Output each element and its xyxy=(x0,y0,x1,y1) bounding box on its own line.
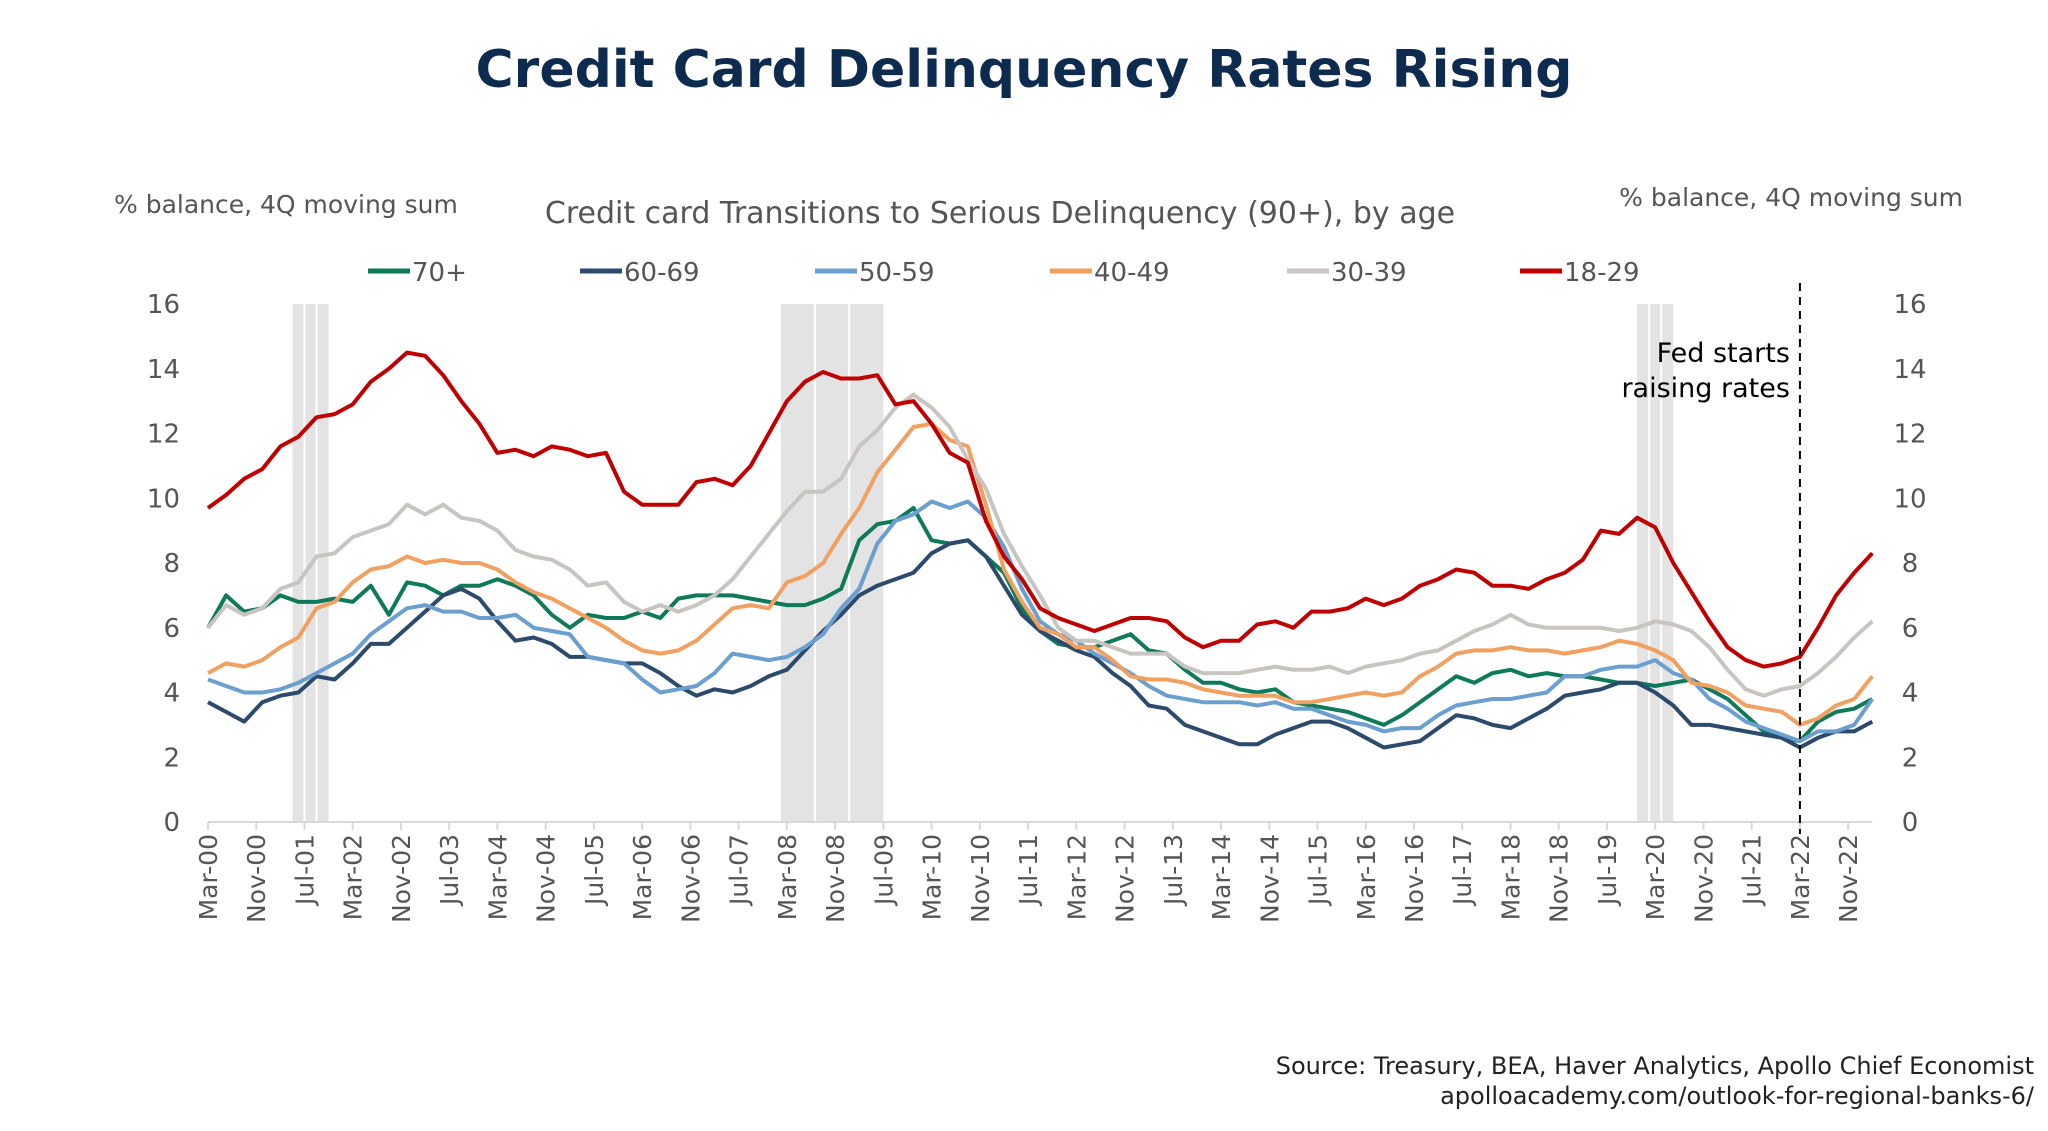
y-tick-label-left: 14 xyxy=(147,355,180,385)
y-tick-label-left: 12 xyxy=(147,420,180,450)
x-tick-label: Nov-18 xyxy=(1545,834,1574,923)
fed-annotation-line2: raising rates xyxy=(1621,373,1789,404)
x-tick-label: Nov-14 xyxy=(1255,834,1284,923)
x-tick-label: Nov-00 xyxy=(242,834,271,923)
x-tick-label: Jul-21 xyxy=(1738,834,1767,907)
x-tick-label: Jul-13 xyxy=(1159,834,1188,907)
x-axis: Mar-00 Nov-00 Jul-01 Mar-02 Nov-02 Jul-03 Mar-… xyxy=(194,821,1873,923)
x-tick-label: Jul-01 xyxy=(290,834,319,907)
y-tick-label-right: 0 xyxy=(1902,808,1919,838)
x-tick-label: Mar-04 xyxy=(483,834,512,920)
series-line-60-69 xyxy=(207,538,1874,750)
x-tick-label: Jul-07 xyxy=(725,834,754,907)
page-title: Credit Card Delinquency Rates Rising xyxy=(475,40,1573,100)
y-tick-label-left: 2 xyxy=(163,743,180,773)
x-tick-label: Jul-03 xyxy=(435,834,464,907)
y-tick-label-left: 16 xyxy=(147,290,180,320)
x-tick-label: Nov-08 xyxy=(821,834,850,923)
x-tick-label: Mar-14 xyxy=(1207,834,1236,920)
legend: 70+ 60-69 50-59 40-49 30-39 18-29 xyxy=(368,258,1640,288)
source-url: apolloacademy.com/outlook-for-regional-b… xyxy=(1440,1082,2034,1110)
series-line-40-49 xyxy=(207,421,1874,727)
right-axis-unit-label: % balance, 4Q moving sum xyxy=(1619,183,1963,212)
y-tick-label-right: 8 xyxy=(1902,549,1919,579)
x-tick-label: Mar-08 xyxy=(773,834,802,920)
chart-title: Credit card Transitions to Serious Delin… xyxy=(545,196,1455,231)
x-tick-label: Jul-11 xyxy=(1014,834,1043,907)
x-tick-label: Nov-16 xyxy=(1400,834,1429,923)
y-tick-label-left: 10 xyxy=(147,484,180,514)
y-tick-label-right: 14 xyxy=(1893,355,1926,385)
x-tick-label: Jul-09 xyxy=(869,834,898,907)
x-tick-label: Mar-22 xyxy=(1786,834,1815,920)
series-lines xyxy=(206,350,1874,750)
y-tick-label-right: 10 xyxy=(1893,484,1926,514)
x-tick-label: Jul-19 xyxy=(1593,834,1622,907)
left-axis-unit-label: % balance, 4Q moving sum xyxy=(114,190,458,219)
x-tick-label: Mar-16 xyxy=(1352,834,1381,920)
left-y-axis: 0 2 4 6 8 10 12 14 16 xyxy=(147,290,180,838)
legend-label: 70+ xyxy=(412,258,467,288)
y-tick-label-left: 6 xyxy=(163,614,180,644)
legend-label: 40-49 xyxy=(1094,258,1170,288)
source-note: Source: Treasury, BEA, Haver Analytics, … xyxy=(1275,1052,2034,1080)
x-tick-label: Nov-12 xyxy=(1111,834,1140,923)
legend-label: 30-39 xyxy=(1331,258,1407,288)
recession-shading xyxy=(292,304,1674,822)
series-line-50-59 xyxy=(207,499,1874,744)
x-tick-label: Mar-20 xyxy=(1641,834,1670,920)
legend-label: 18-29 xyxy=(1564,258,1640,288)
legend-label: 60-69 xyxy=(624,258,700,288)
x-tick-label: Mar-10 xyxy=(918,834,947,920)
y-tick-label-right: 2 xyxy=(1902,743,1919,773)
y-tick-label-right: 12 xyxy=(1893,420,1926,450)
fed-annotation-line1: Fed starts xyxy=(1657,338,1790,369)
y-tick-label-left: 4 xyxy=(163,679,180,709)
y-tick-label-right: 16 xyxy=(1893,290,1926,320)
series-line-18-29 xyxy=(206,350,1874,669)
x-tick-label: Jul-05 xyxy=(580,834,609,907)
y-tick-label-right: 4 xyxy=(1902,679,1919,709)
x-tick-label: Nov-20 xyxy=(1689,834,1718,923)
y-tick-label-left: 8 xyxy=(163,549,180,579)
y-tick-label-right: 6 xyxy=(1902,614,1919,644)
x-tick-label: Mar-02 xyxy=(339,834,368,920)
x-tick-label: Jul-15 xyxy=(1304,834,1333,907)
x-tick-label: Nov-06 xyxy=(676,834,705,923)
x-tick-label: Mar-18 xyxy=(1496,834,1525,920)
x-tick-label: Mar-12 xyxy=(1062,834,1091,920)
series-line-30-39 xyxy=(206,392,1874,698)
y-tick-label-left: 0 xyxy=(163,808,180,838)
recession-band xyxy=(1637,304,1674,822)
x-tick-label: Nov-04 xyxy=(532,834,561,923)
right-y-axis: 0 2 4 6 8 10 12 14 16 xyxy=(1893,290,1926,838)
legend-label: 50-59 xyxy=(859,258,935,288)
x-tick-label: Nov-02 xyxy=(387,834,416,923)
x-tick-label: Mar-00 xyxy=(194,834,223,920)
x-tick-label: Mar-06 xyxy=(628,834,657,920)
x-tick-label: Jul-17 xyxy=(1448,834,1477,907)
x-tick-label: Nov-22 xyxy=(1834,834,1863,923)
x-tick-label: Nov-10 xyxy=(966,834,995,923)
